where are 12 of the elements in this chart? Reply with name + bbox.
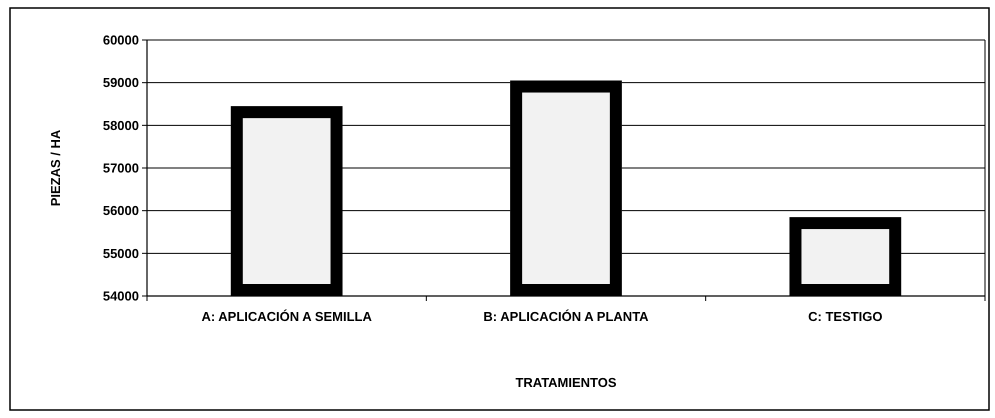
x-tick-label: B: APLICACIÓN A PLANTA — [483, 309, 650, 324]
y-tick-label: 59000 — [102, 75, 139, 90]
y-tick-label: 54000 — [102, 288, 139, 304]
y-tick-label: 55000 — [102, 246, 139, 261]
y-axis-title: PIEZAS / HA — [48, 129, 63, 206]
x-tick-label: A: APLICACIÓN A SEMILLA — [201, 309, 372, 324]
y-tick-label: 58000 — [102, 118, 139, 133]
y-tick-label: 56000 — [102, 203, 139, 218]
x-axis-title: TRATAMIENTOS — [515, 375, 617, 390]
x-tick-label: C: TESTIGO — [808, 309, 883, 324]
y-tick-label: 57000 — [102, 160, 139, 176]
y-tick-label: 60000 — [102, 32, 139, 48]
